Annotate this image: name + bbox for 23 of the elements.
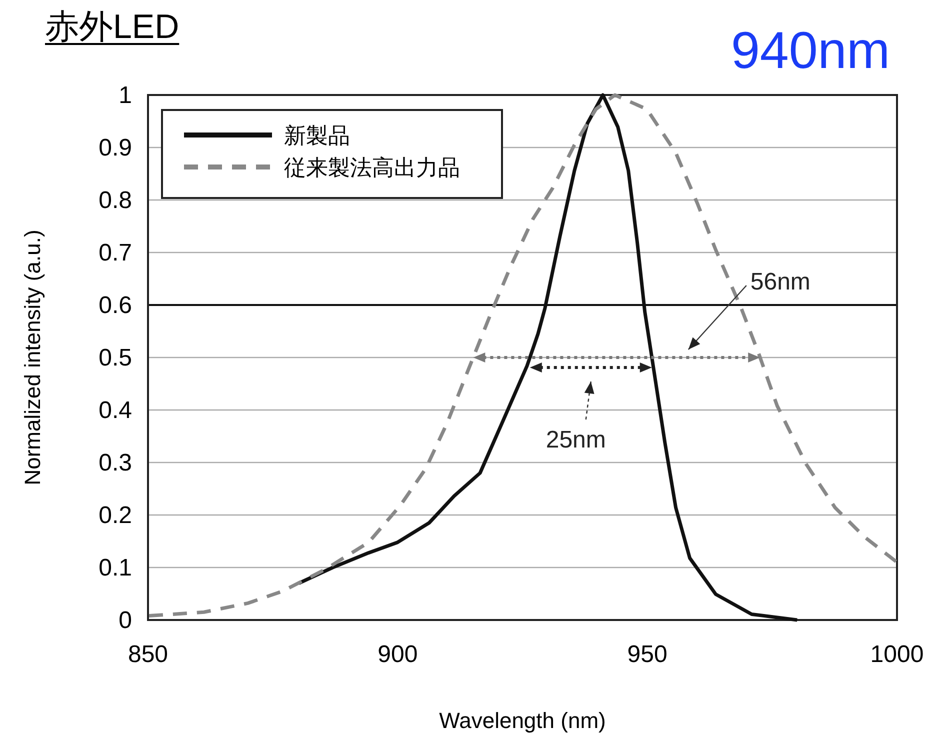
annotation: 25nm — [546, 426, 606, 454]
chart-subtitle: 940nm — [731, 22, 890, 80]
y-tick-label: 0.3 — [98, 450, 132, 476]
y-tick-label: 0.6 — [98, 292, 132, 319]
annotation: 56nm — [750, 268, 810, 296]
y-tick-label: 0.4 — [98, 397, 132, 424]
y-tick-label: 0 — [118, 607, 132, 634]
x-tick-label: 850 — [128, 641, 168, 668]
y-tick-label: 1 — [118, 82, 132, 109]
x-tick-label: 900 — [378, 641, 418, 668]
chart-title: 赤外LED — [45, 8, 180, 46]
legend-label: 従来製法高出力品 — [284, 155, 460, 180]
x-tick-label: 950 — [627, 641, 668, 668]
y-tick-label: 0.7 — [98, 240, 132, 266]
y-tick-label: 0.5 — [98, 344, 132, 372]
y-tick-label: 0.9 — [98, 134, 132, 162]
x-axis-title: Wavelength (nm) — [439, 708, 606, 733]
x-tick-label: 1000 — [870, 641, 924, 668]
y-tick-label: 0.1 — [98, 554, 132, 582]
y-tick-label: 0.2 — [98, 502, 132, 529]
y-tick-label: 0.8 — [98, 187, 132, 214]
y-axis-title: Normalized intensity (a.u.) — [20, 230, 45, 486]
legend-label: 新製品 — [284, 123, 350, 148]
